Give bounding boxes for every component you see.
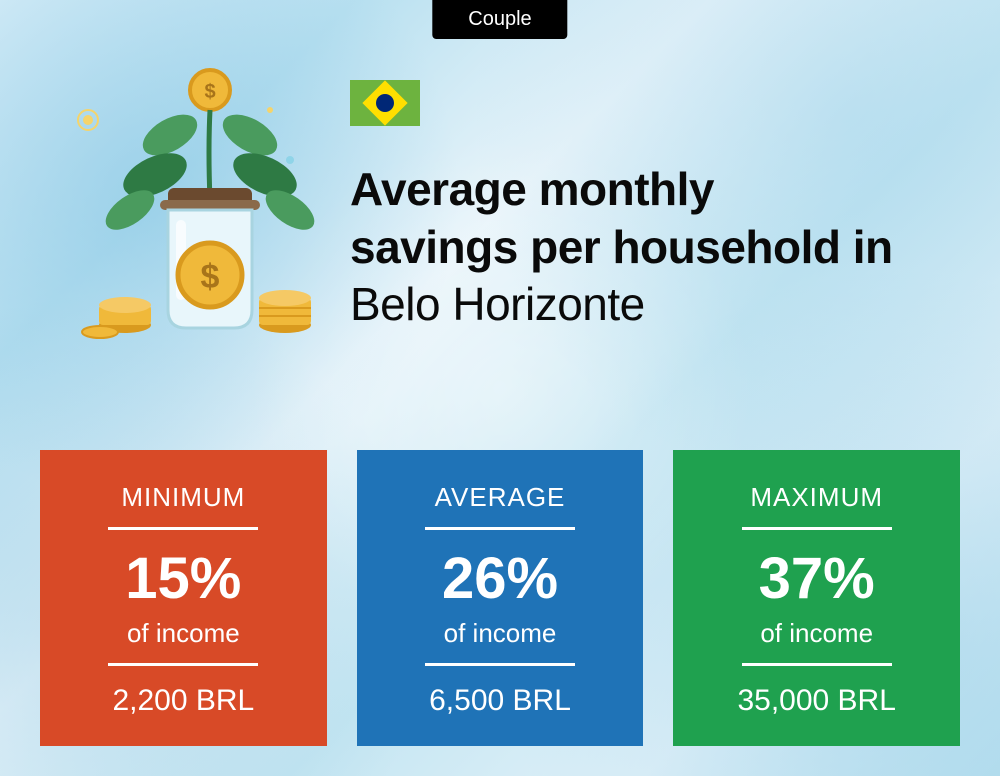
header: $ $ <box>60 60 960 340</box>
svg-text:$: $ <box>204 81 215 103</box>
title-line-2: savings per household in <box>350 221 893 273</box>
card-average: AVERAGE 26% of income 6,500 BRL <box>357 450 644 746</box>
title-block: Average monthly savings per household in… <box>350 60 960 334</box>
divider <box>108 527 258 530</box>
category-tag: Couple <box>432 0 567 39</box>
divider <box>425 663 575 666</box>
stat-cards: MINIMUM 15% of income 2,200 BRL AVERAGE … <box>40 450 960 746</box>
card-percent: 15% <box>125 550 241 608</box>
card-maximum: MAXIMUM 37% of income 35,000 BRL <box>673 450 960 746</box>
title-line-1: Average monthly <box>350 163 714 215</box>
card-subtext: of income <box>760 618 873 649</box>
savings-jar-illustration: $ $ <box>60 60 320 340</box>
card-minimum: MINIMUM 15% of income 2,200 BRL <box>40 450 327 746</box>
card-amount: 2,200 BRL <box>112 684 254 718</box>
divider <box>425 527 575 530</box>
page-title: Average monthly savings per household in… <box>350 161 960 334</box>
divider <box>742 663 892 666</box>
title-city: Belo Horizonte <box>350 276 960 334</box>
card-label: AVERAGE <box>435 482 566 513</box>
card-percent: 26% <box>442 550 558 608</box>
card-label: MINIMUM <box>121 482 245 513</box>
divider <box>742 527 892 530</box>
brazil-flag-icon <box>350 80 420 126</box>
card-amount: 35,000 BRL <box>737 684 895 718</box>
card-amount: 6,500 BRL <box>429 684 571 718</box>
svg-text:$: $ <box>201 258 220 296</box>
card-subtext: of income <box>444 618 557 649</box>
card-label: MAXIMUM <box>750 482 883 513</box>
card-percent: 37% <box>759 550 875 608</box>
card-subtext: of income <box>127 618 240 649</box>
divider <box>108 663 258 666</box>
